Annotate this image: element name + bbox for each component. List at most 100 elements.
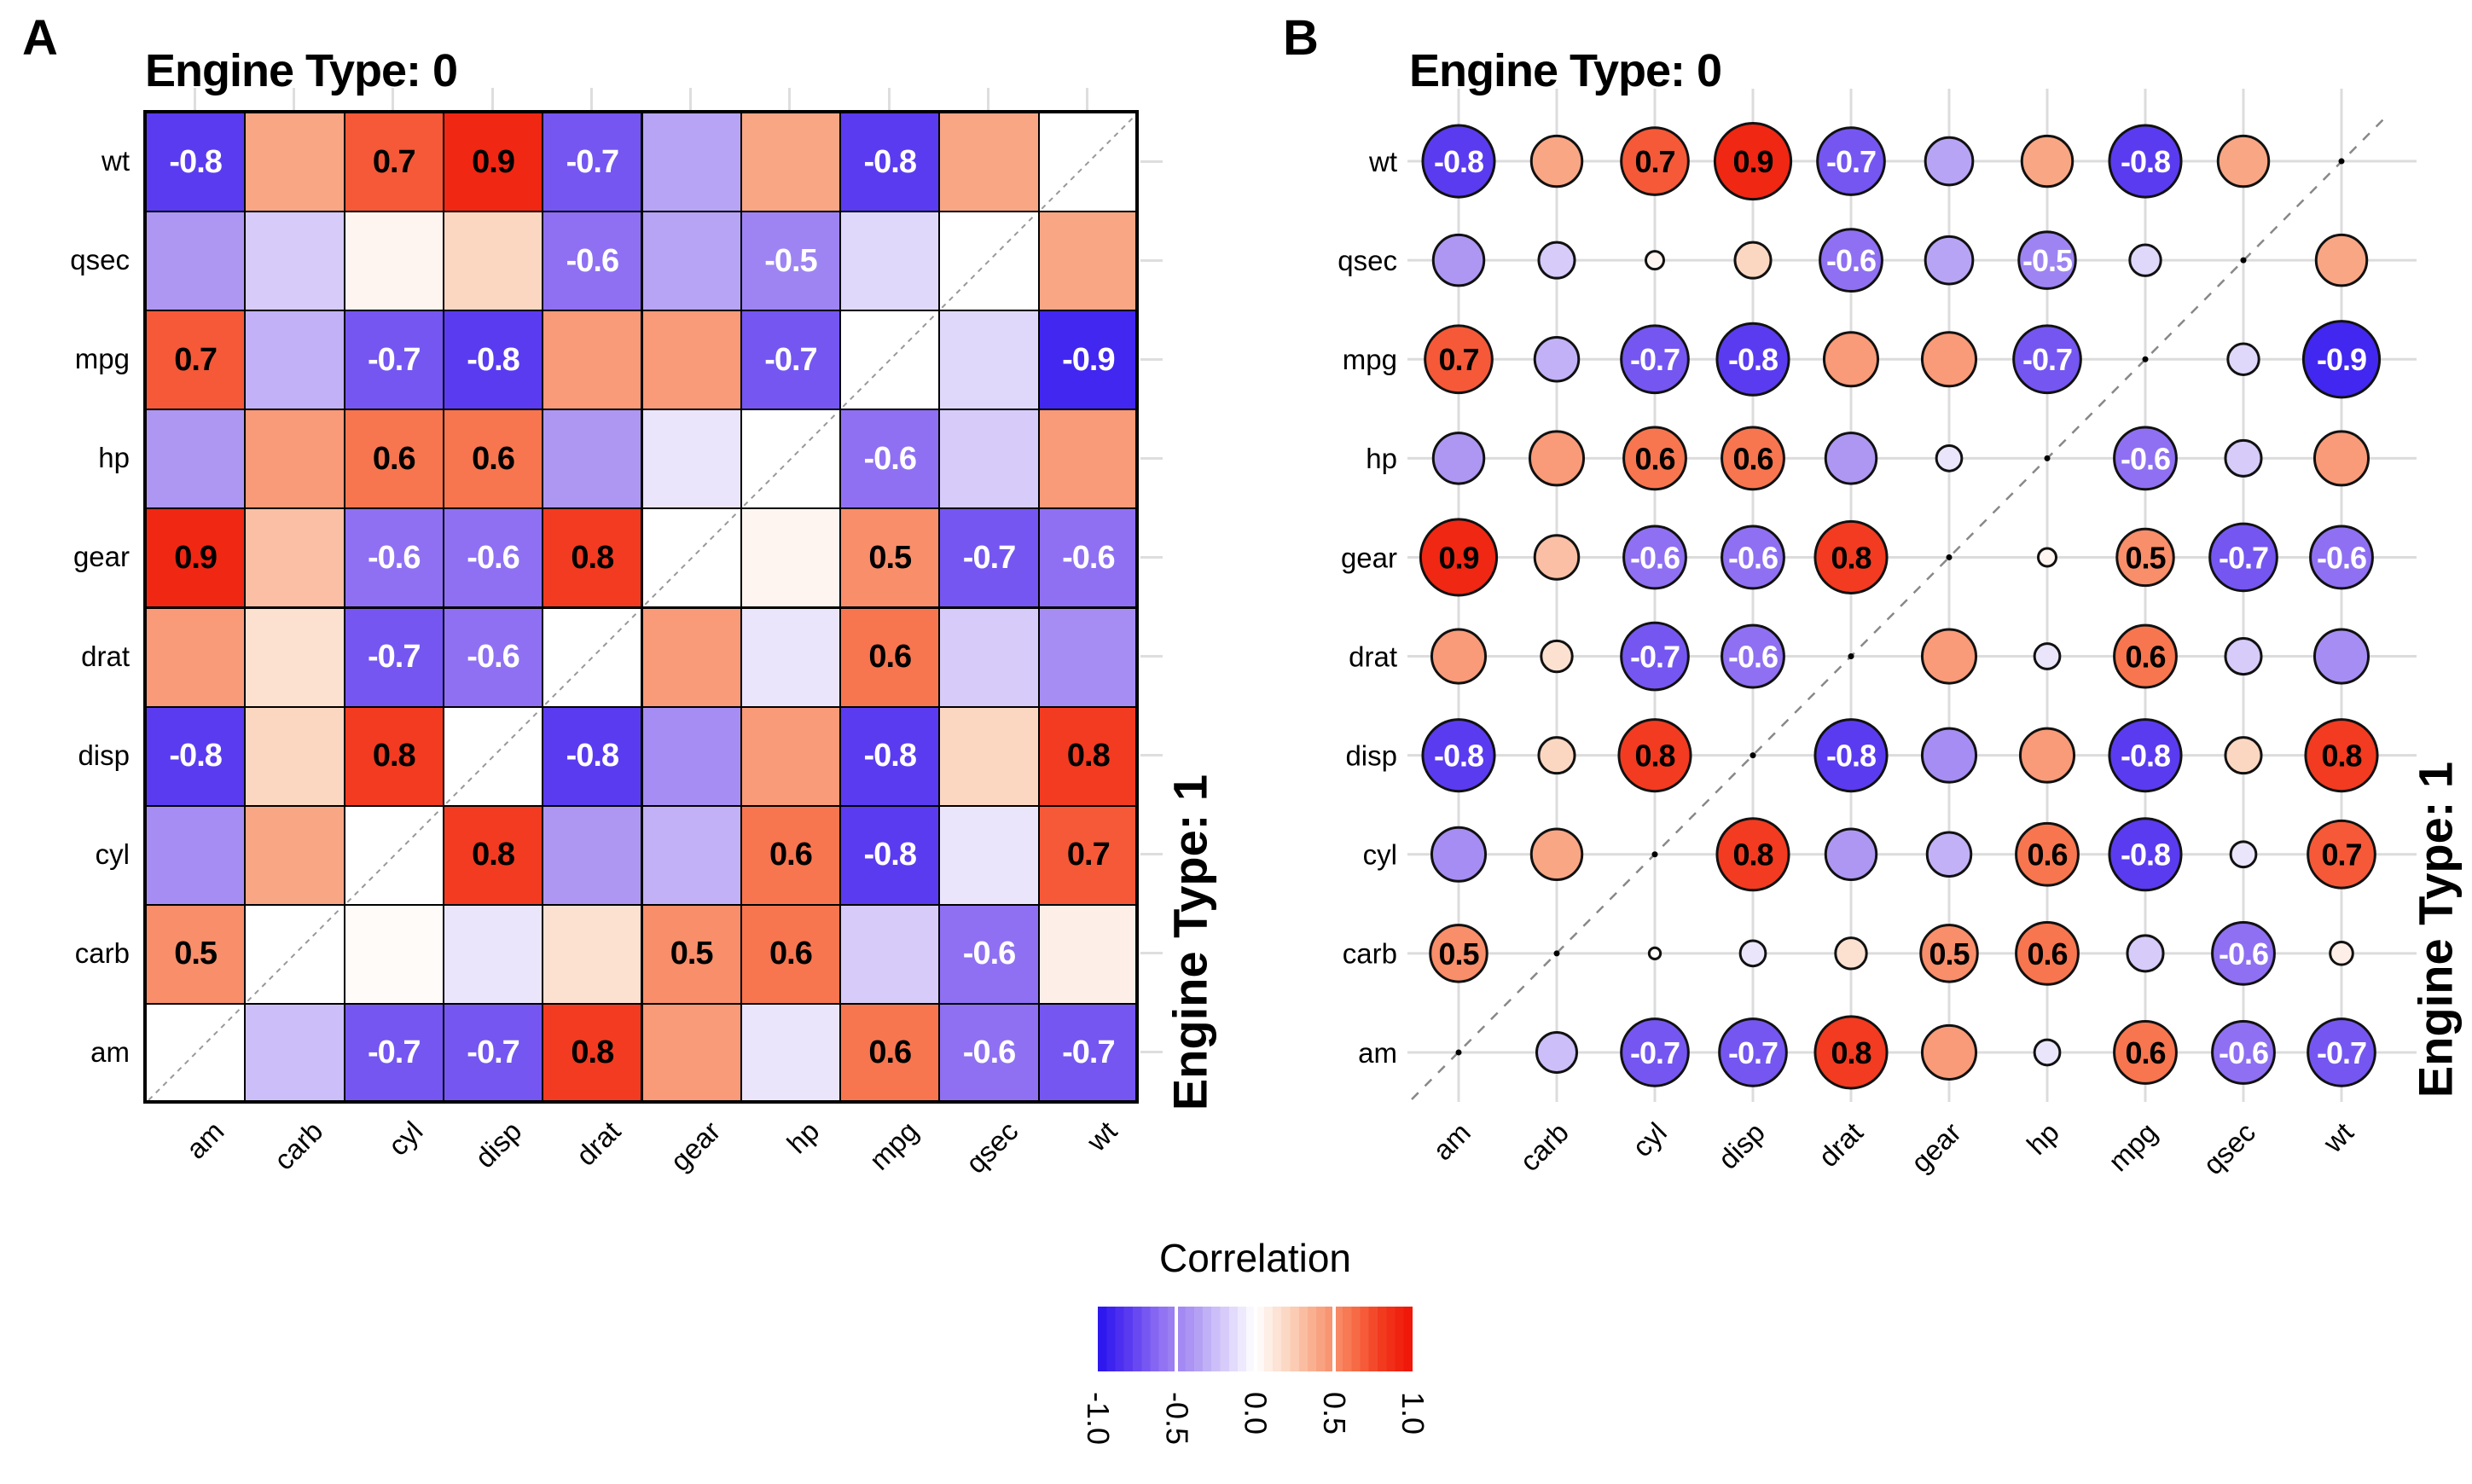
correlation-circle xyxy=(2115,527,2175,588)
correlation-circle xyxy=(2208,522,2278,593)
circle-correlation-label: 0.8 xyxy=(1732,838,1773,872)
matrix-cell: -0.8 xyxy=(839,705,941,807)
correlation-circle xyxy=(1431,233,1486,287)
matrix-cell: -0.7 xyxy=(343,606,444,708)
matrix-cell: -0.6 xyxy=(343,507,444,609)
matrix-cell xyxy=(442,903,544,1005)
matrix-cell: 0.7 xyxy=(343,112,444,213)
legend-tick-label: 1.0 xyxy=(1396,1392,1430,1435)
correlation-circle xyxy=(1813,718,1889,793)
y-axis-label: hp xyxy=(1366,443,1397,474)
y-axis-label: qsec xyxy=(70,244,130,276)
correlation-circle xyxy=(2126,934,2165,973)
circle-correlation-label: -0.8 xyxy=(2121,739,2170,774)
matrix-cell xyxy=(542,409,643,510)
legend-bar-tick xyxy=(1332,1307,1336,1371)
x-axis-label: carb xyxy=(1513,1116,1575,1178)
cell-correlation-label: -0.7 xyxy=(368,639,421,675)
correlation-circle xyxy=(1715,817,1790,892)
matrix-cell xyxy=(244,1002,345,1104)
matrix-cell: 0.6 xyxy=(839,1002,941,1104)
correlation-circle xyxy=(1813,519,1889,594)
correlation-circle xyxy=(1935,443,1964,472)
circle-correlation-label: -0.8 xyxy=(1434,739,1483,774)
correlation-circle xyxy=(1644,250,1666,271)
matrix-cell: 0.6 xyxy=(740,804,842,906)
y-axis-label: carb xyxy=(74,936,130,969)
cell-correlation-label: -0.7 xyxy=(962,539,1016,576)
cell-correlation-label: -0.8 xyxy=(863,738,917,774)
correlation-circle xyxy=(2113,426,2178,491)
cell-correlation-label: 0.8 xyxy=(472,837,515,873)
legend-bar-tick xyxy=(1175,1307,1179,1371)
circle-correlation-label: -0.5 xyxy=(2022,243,2073,278)
matrix-cell: -0.6 xyxy=(442,507,544,609)
matrix-cell: -0.6 xyxy=(938,1002,1040,1104)
cell-correlation-label: 0.5 xyxy=(670,936,714,972)
matrix-cell xyxy=(938,606,1040,708)
correlation-circle xyxy=(2309,525,2374,590)
matrix-cell: 0.5 xyxy=(641,903,742,1005)
x-axis-label: hp xyxy=(2021,1116,2065,1161)
matrix-cell xyxy=(641,1002,742,1104)
panel-a-title: Engine Type: 0 xyxy=(145,45,458,96)
matrix-cell xyxy=(244,507,345,609)
y-axis-label: am xyxy=(90,1035,130,1068)
axis-tick xyxy=(1086,88,1089,110)
matrix-cell xyxy=(244,705,345,807)
x-axis-label: gear xyxy=(1905,1116,1967,1179)
matrix-cell: -0.9 xyxy=(1037,310,1139,411)
cell-correlation-label: 0.6 xyxy=(472,440,515,477)
diagonal-dashed-line-icon xyxy=(246,906,343,1003)
correlation-circle xyxy=(1540,639,1574,674)
matrix-cell xyxy=(542,310,643,411)
cell-correlation-label: 0.8 xyxy=(1066,738,1111,774)
correlation-circle xyxy=(1429,924,1488,983)
correlation-circle xyxy=(2012,324,2082,395)
cell-correlation-label: 0.9 xyxy=(472,143,515,180)
cell-correlation-label: -0.6 xyxy=(566,242,619,279)
matrix-cell xyxy=(938,310,1040,411)
matrix-cell: 0.6 xyxy=(442,409,544,510)
diagonal-dashed-line-icon xyxy=(742,410,839,507)
correlation-circle xyxy=(1537,241,1576,280)
circle-correlation-label: 0.5 xyxy=(1929,936,1970,971)
correlation-circle xyxy=(1528,430,1586,487)
matrix-cell: 0.5 xyxy=(839,507,941,609)
axis-tick xyxy=(1140,456,1163,460)
matrix-cell: 0.8 xyxy=(442,804,544,906)
axis-tick xyxy=(193,88,196,110)
correlation-circle xyxy=(1421,124,1496,199)
cell-correlation-label: -0.7 xyxy=(368,1035,421,1071)
axis-tick xyxy=(788,88,792,110)
matrix-cell-diagonal xyxy=(839,310,941,411)
matrix-cell xyxy=(244,112,345,213)
matrix-cell xyxy=(145,211,247,312)
y-axis-label: disp xyxy=(78,739,130,771)
matrix-cell: -0.7 xyxy=(343,1002,444,1104)
correlation-circle xyxy=(2304,718,2379,793)
matrix-cell xyxy=(442,211,544,312)
diagonal-dashed-line-icon xyxy=(147,1005,244,1102)
circle-correlation-label: 0.8 xyxy=(1831,540,1871,575)
diagonal-dashed-line-icon xyxy=(1040,113,1137,211)
circle-correlation-label: -0.8 xyxy=(2121,144,2170,179)
matrix-cell: 0.5 xyxy=(145,903,247,1005)
cell-correlation-label: 0.6 xyxy=(372,440,416,477)
matrix-cell: 0.8 xyxy=(343,705,444,807)
correlation-circle xyxy=(1819,228,1883,293)
x-axis-label: cyl xyxy=(1626,1116,1673,1163)
matrix-cell xyxy=(244,804,345,906)
diagonal-dashed-line-icon xyxy=(444,708,542,805)
cell-correlation-label: -0.6 xyxy=(368,539,421,576)
diagonal-dot xyxy=(2240,257,2247,264)
correlation-circle xyxy=(1715,322,1790,397)
circle-correlation-label: -0.6 xyxy=(2317,540,2366,575)
correlation-circle xyxy=(1617,718,1692,793)
y-axis-label: drat xyxy=(81,640,130,672)
matrix-cell: -0.7 xyxy=(343,310,444,411)
correlation-circle xyxy=(2224,736,2263,775)
matrix-cell xyxy=(1037,606,1139,708)
correlation-circle xyxy=(1622,525,1687,590)
correlation-circle xyxy=(1721,623,1785,689)
